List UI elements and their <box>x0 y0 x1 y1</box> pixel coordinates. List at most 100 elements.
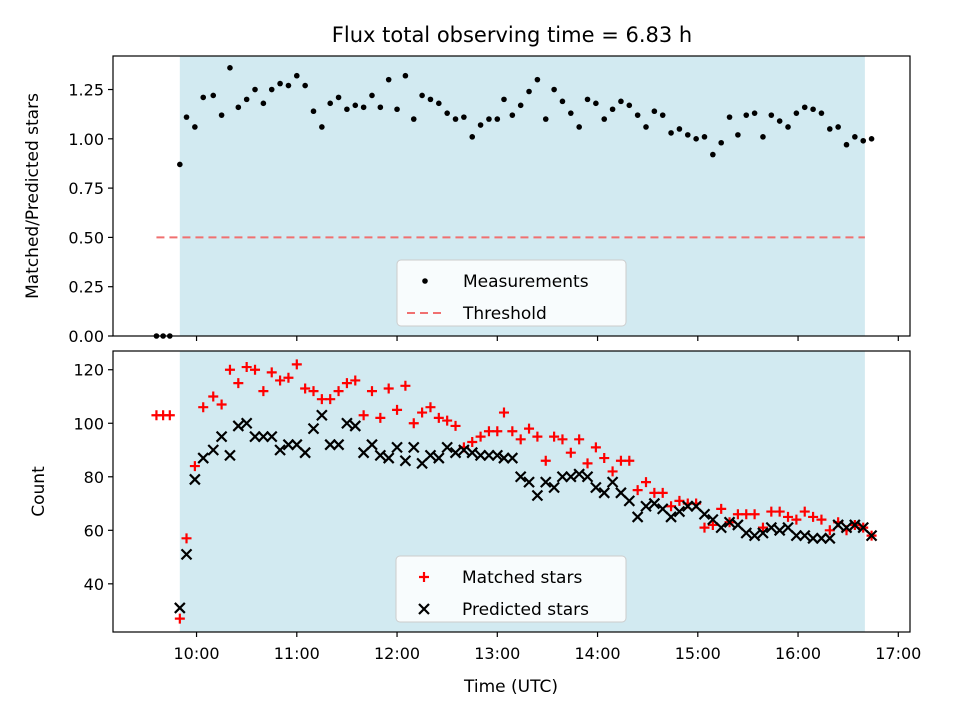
measurement-point <box>852 134 858 140</box>
matched-stars-point <box>799 506 810 517</box>
measurement-point <box>651 108 658 115</box>
predicted-stars-point <box>865 529 878 542</box>
matched-stars-point <box>325 394 336 405</box>
measurement-point <box>385 76 392 83</box>
predicted-stars-point <box>514 471 527 483</box>
predicted-stars-point <box>623 495 636 507</box>
matched-stars-point <box>749 509 760 520</box>
measurement-point <box>693 136 699 142</box>
measurement-point <box>643 124 649 130</box>
measurement-point <box>509 112 516 118</box>
predicted-stars-point <box>506 452 519 464</box>
measurement-point <box>486 116 492 122</box>
measurement-point <box>609 106 616 113</box>
matched-stars-point <box>417 407 428 418</box>
matched-stars-point <box>649 487 660 498</box>
predicted-stars-point <box>483 449 495 462</box>
measurement-point <box>377 104 384 111</box>
measurement-point <box>427 96 434 103</box>
matched-stars-point <box>400 380 411 391</box>
measurement-point <box>835 124 841 130</box>
measurement-point <box>776 118 783 124</box>
predicted-stars-point <box>715 521 727 534</box>
matched-stars-point <box>824 525 835 536</box>
matched-stars-point <box>467 436 478 447</box>
predicted-stars-point <box>407 441 420 454</box>
predicted-stars-point <box>197 452 210 464</box>
predicted-stars-point <box>316 409 328 422</box>
predicted-stars-point <box>598 487 611 499</box>
matched-stars-point <box>241 362 252 373</box>
x-tick-label: 10:00 <box>173 644 219 663</box>
measurement-point <box>826 126 833 132</box>
predicted-stars-point <box>341 417 353 430</box>
y-tick-label: 0.00 <box>68 327 104 346</box>
predicted-stars-point <box>665 511 677 523</box>
matched-stars-point <box>181 533 192 544</box>
matched-stars-point <box>791 514 802 525</box>
measurement-point <box>684 132 691 138</box>
predicted-stars-point <box>433 452 445 464</box>
predicted-stars-point <box>681 500 694 512</box>
predicted-stars-point <box>640 500 652 512</box>
measurement-point <box>302 82 308 89</box>
y-axis-label: Matched/Predicted stars <box>23 93 43 299</box>
matched-stars-point <box>732 509 743 520</box>
matched-stars-point <box>300 383 311 394</box>
measurement-point <box>360 104 367 111</box>
predicted-stars-point <box>180 548 193 561</box>
measurement-point <box>260 100 267 107</box>
matched-stars-point <box>291 359 302 370</box>
predicted-stars-point <box>590 481 602 494</box>
predicted-stars-point <box>189 473 201 486</box>
measurement-point <box>327 100 334 107</box>
x-tick-label: 17:00 <box>875 644 921 663</box>
legend-label: Predicted stars <box>462 600 589 620</box>
predicted-stars-point <box>757 527 769 539</box>
predicted-stars-point <box>307 422 320 435</box>
predicted-stars-point <box>240 417 253 430</box>
measurement-point <box>534 76 541 83</box>
predicted-stars-point <box>840 521 853 534</box>
predicted-stars-point <box>790 529 803 542</box>
measurement-point <box>310 108 317 115</box>
predicted-stars-point <box>224 449 236 462</box>
matched-stars-point <box>164 410 175 421</box>
measurement-point <box>210 92 217 99</box>
matched-stars-point <box>507 426 518 437</box>
matched-stars-point <box>492 426 503 437</box>
predicted-stars-point <box>748 529 761 542</box>
matched-stars-point <box>774 506 785 517</box>
predicted-stars-point <box>849 519 861 531</box>
measurement-point <box>410 116 417 122</box>
matched-stars-point <box>666 501 677 512</box>
matched-stars-point <box>358 410 369 421</box>
measurement-point <box>501 96 507 103</box>
legend-marker-measurements <box>422 278 428 284</box>
matched-stars-point <box>565 447 576 458</box>
matched-stars-point <box>557 434 568 445</box>
predicted-stars-point <box>498 452 510 464</box>
matched-stars-point <box>707 519 718 530</box>
predicted-stars-point <box>391 441 403 454</box>
measurement-point <box>810 106 816 113</box>
measurement-point <box>601 116 608 122</box>
predicted-stars-point <box>366 438 378 451</box>
legend: Matched stars Predicted stars <box>395 555 627 623</box>
predicted-stars-point <box>573 468 585 480</box>
x-tick-label: 15:00 <box>675 644 721 663</box>
predicted-stars-point <box>274 444 286 456</box>
measurement-point <box>200 94 207 101</box>
legend-box <box>395 555 627 623</box>
measurement-point <box>593 100 599 107</box>
measurement-point <box>751 110 758 116</box>
measurement-point <box>369 92 375 99</box>
measurement-point <box>402 72 409 79</box>
matched-stars-point <box>515 434 526 445</box>
measurement-point <box>494 116 501 122</box>
measurement-point <box>726 114 733 120</box>
predicted-stars-point <box>324 438 336 451</box>
matched-stars-point <box>549 431 560 442</box>
predicted-stars-point <box>773 524 786 537</box>
matched-stars-point <box>224 364 235 375</box>
